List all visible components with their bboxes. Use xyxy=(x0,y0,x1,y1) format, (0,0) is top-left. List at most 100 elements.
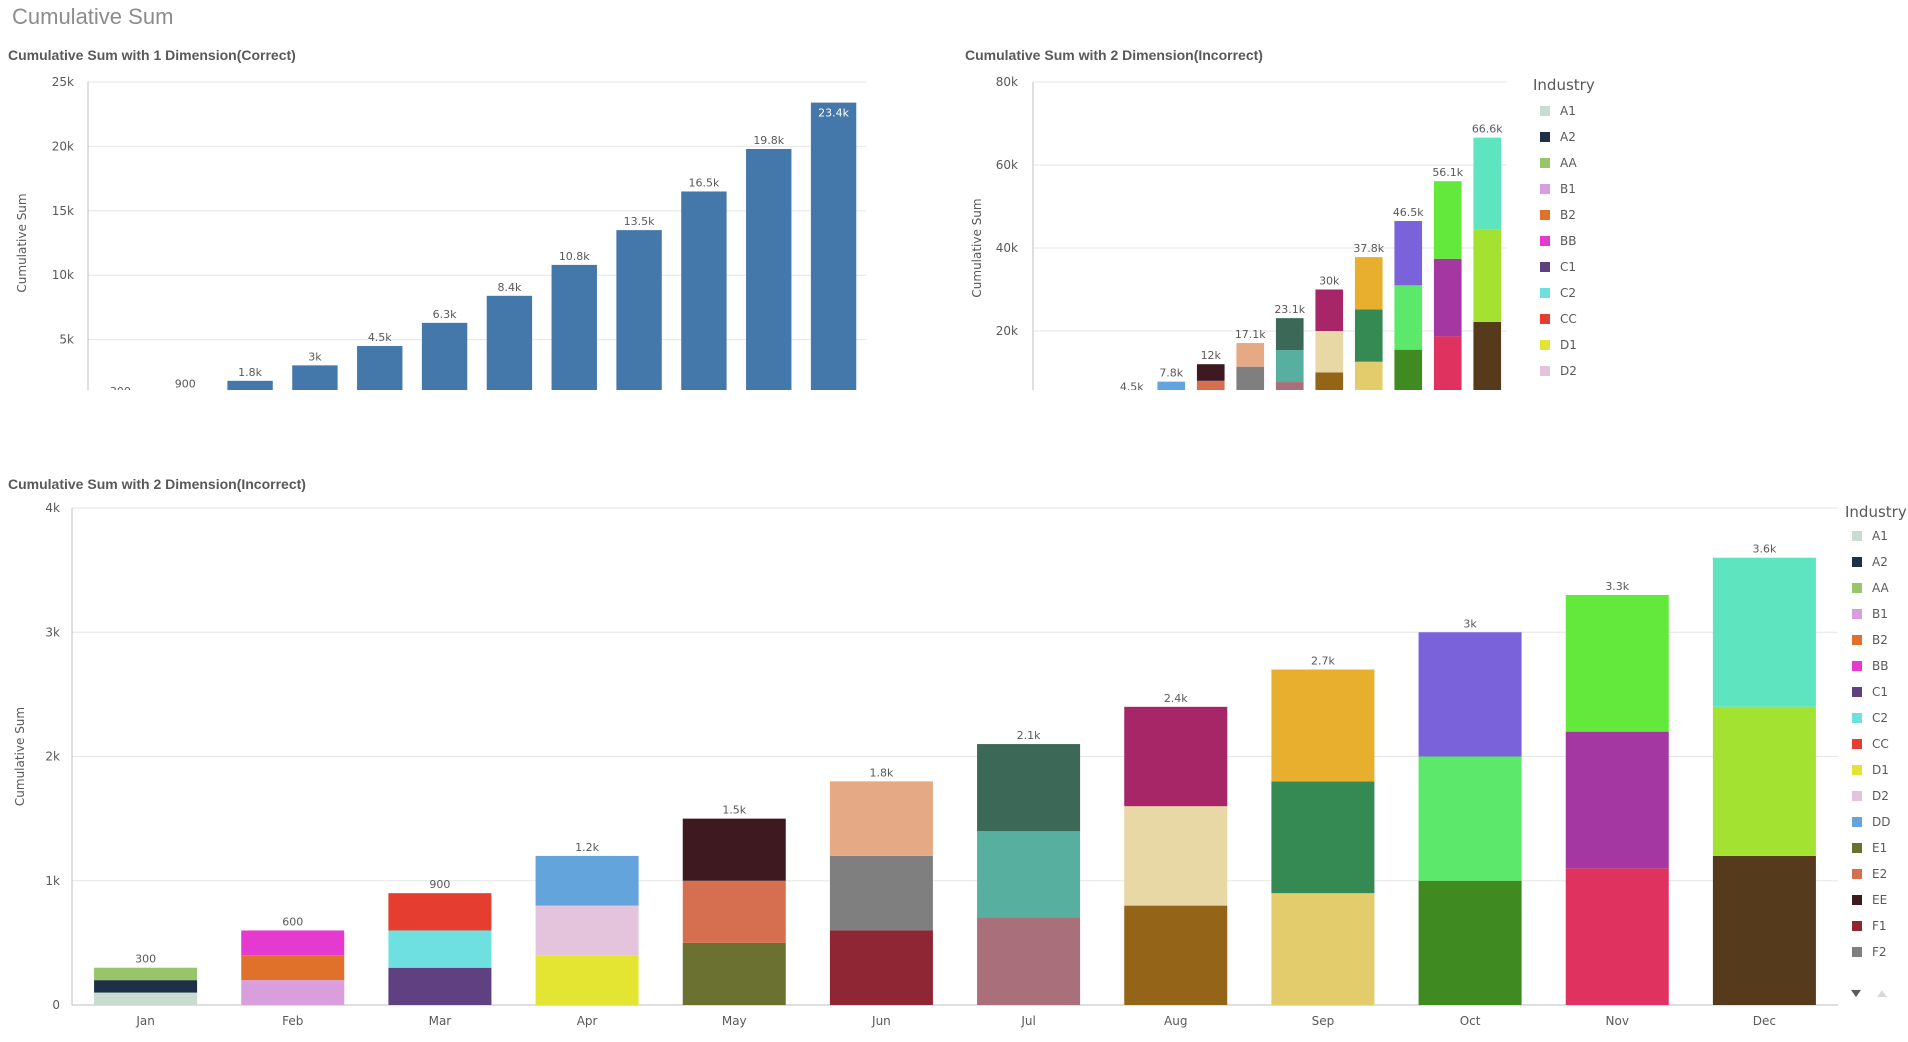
legend-swatch-D2[interactable] xyxy=(1852,791,1862,801)
bar-segment-C1[interactable] xyxy=(388,967,492,1005)
bar-segment-J1[interactable] xyxy=(1394,349,1423,390)
legend-swatch-B1[interactable] xyxy=(1540,184,1550,194)
bar-segment-GG[interactable] xyxy=(1275,318,1304,351)
legend-item-AA[interactable]: AA xyxy=(1560,156,1578,170)
bar[interactable] xyxy=(681,191,727,390)
bar-segment-K1[interactable] xyxy=(1565,868,1669,1005)
legend-item-B1[interactable]: B1 xyxy=(1560,182,1576,196)
bar-segment-C2[interactable] xyxy=(388,930,492,968)
bar-segment-E2[interactable] xyxy=(1196,380,1225,390)
bar-segment-LL[interactable] xyxy=(1473,137,1502,230)
bar-segment-E2[interactable] xyxy=(682,880,786,943)
legend-item-A2[interactable]: A2 xyxy=(1560,130,1576,144)
bar-segment-AA[interactable] xyxy=(94,967,198,981)
bar-segment-I1[interactable] xyxy=(1354,361,1383,390)
bar-segment-HH[interactable] xyxy=(1315,289,1344,332)
bar-segment-F2[interactable] xyxy=(1236,366,1265,390)
legend-swatch-D1[interactable] xyxy=(1852,765,1862,775)
legend-item-A1[interactable]: A1 xyxy=(1560,104,1576,118)
bar-segment-FF[interactable] xyxy=(1236,343,1265,367)
bar-segment-F1[interactable] xyxy=(829,930,933,1005)
bar-segment-EE[interactable] xyxy=(682,818,786,881)
legend-swatch-E2[interactable] xyxy=(1852,869,1862,879)
bar-segment-L1[interactable] xyxy=(1473,321,1502,390)
legend-item-F2[interactable]: F2 xyxy=(1872,945,1887,959)
legend-item-EE[interactable]: EE xyxy=(1872,893,1887,907)
bar-segment-I2[interactable] xyxy=(1271,781,1375,894)
legend-scroll-up-icon[interactable] xyxy=(1877,990,1887,997)
legend-swatch-AA[interactable] xyxy=(1852,583,1862,593)
legend-swatch-BB[interactable] xyxy=(1852,661,1862,671)
chart1-svg[interactable]: 05k10k15k20k25kCumulative Sum300Jan900Fe… xyxy=(0,60,900,390)
bar-segment-KK[interactable] xyxy=(1565,594,1669,732)
bar-segment-D1[interactable] xyxy=(535,955,639,1005)
legend-swatch-F1[interactable] xyxy=(1852,921,1862,931)
bar-segment-G1[interactable] xyxy=(977,918,1081,1005)
bar[interactable] xyxy=(616,230,662,390)
legend-item-B2[interactable]: B2 xyxy=(1560,208,1576,222)
bar-segment-H1[interactable] xyxy=(1124,905,1228,1005)
bar-segment-LL[interactable] xyxy=(1712,557,1816,707)
bar-segment-J2[interactable] xyxy=(1394,285,1423,350)
legend-swatch-B2[interactable] xyxy=(1540,210,1550,220)
legend-item-A2[interactable]: A2 xyxy=(1872,555,1888,569)
bar-segment-K1[interactable] xyxy=(1433,336,1462,390)
bar[interactable] xyxy=(810,102,857,390)
bar-segment-L1[interactable] xyxy=(1712,855,1816,1005)
legend-item-C2[interactable]: C2 xyxy=(1560,286,1576,300)
bar-segment-K2[interactable] xyxy=(1565,731,1669,869)
legend-item-CC[interactable]: CC xyxy=(1560,312,1577,326)
legend-swatch-EE[interactable] xyxy=(1852,895,1862,905)
bar-segment-DD[interactable] xyxy=(535,855,639,906)
legend-item-AA[interactable]: AA xyxy=(1872,581,1890,595)
legend-swatch-CC[interactable] xyxy=(1540,314,1550,324)
bar-segment-J2[interactable] xyxy=(1418,756,1522,881)
legend-swatch-D1[interactable] xyxy=(1540,340,1550,350)
bar-segment-G1[interactable] xyxy=(1275,382,1304,390)
bar-segment-KK[interactable] xyxy=(1433,181,1462,259)
bar-segment-FF[interactable] xyxy=(829,781,933,856)
bar[interactable] xyxy=(227,380,273,390)
bar[interactable] xyxy=(746,148,792,390)
legend-item-E1[interactable]: E1 xyxy=(1872,841,1887,855)
legend-item-DD[interactable]: DD xyxy=(1872,815,1890,829)
legend-swatch-A1[interactable] xyxy=(1540,106,1550,116)
bar-segment-F2[interactable] xyxy=(829,855,933,931)
legend-swatch-A2[interactable] xyxy=(1852,557,1862,567)
legend-swatch-F2[interactable] xyxy=(1852,947,1862,957)
bar-segment-II[interactable] xyxy=(1271,669,1375,782)
legend-swatch-A1[interactable] xyxy=(1852,531,1862,541)
bar-segment-A2[interactable] xyxy=(94,980,198,993)
bar-segment-BB[interactable] xyxy=(241,930,345,956)
bar-segment-L2[interactable] xyxy=(1473,229,1502,322)
bar-segment-EE[interactable] xyxy=(1196,364,1225,381)
legend-item-B2[interactable]: B2 xyxy=(1872,633,1888,647)
bar-segment-I1[interactable] xyxy=(1271,893,1375,1005)
legend-item-C2[interactable]: C2 xyxy=(1872,711,1888,725)
legend-swatch-DD[interactable] xyxy=(1852,817,1862,827)
bar-segment-DD[interactable] xyxy=(1157,381,1186,390)
bar-segment-D2[interactable] xyxy=(535,905,639,956)
legend-item-CC[interactable]: CC xyxy=(1872,737,1889,751)
bar-segment-E1[interactable] xyxy=(682,942,786,1005)
bar-segment-K2[interactable] xyxy=(1433,258,1462,337)
legend-swatch-C2[interactable] xyxy=(1852,713,1862,723)
legend-swatch-AA[interactable] xyxy=(1540,158,1550,168)
bar-segment-H2[interactable] xyxy=(1124,806,1228,906)
legend-swatch-CC[interactable] xyxy=(1852,739,1862,749)
bar-segment-JJ[interactable] xyxy=(1394,221,1423,286)
legend-item-D1[interactable]: D1 xyxy=(1872,763,1889,777)
bar[interactable] xyxy=(486,295,533,390)
bar[interactable] xyxy=(357,346,403,390)
bar-segment-JJ[interactable] xyxy=(1418,632,1522,757)
legend-item-D2[interactable]: D2 xyxy=(1560,364,1577,378)
bar-segment-B2[interactable] xyxy=(241,955,345,981)
bar[interactable] xyxy=(292,365,338,390)
legend-swatch-B1[interactable] xyxy=(1852,609,1862,619)
bar-segment-G2[interactable] xyxy=(977,831,1081,919)
legend-swatch-C2[interactable] xyxy=(1540,288,1550,298)
legend-item-E2[interactable]: E2 xyxy=(1872,867,1887,881)
legend-item-BB[interactable]: BB xyxy=(1560,234,1576,248)
legend-item-BB[interactable]: BB xyxy=(1872,659,1888,673)
bar-segment-CC[interactable] xyxy=(388,893,492,931)
